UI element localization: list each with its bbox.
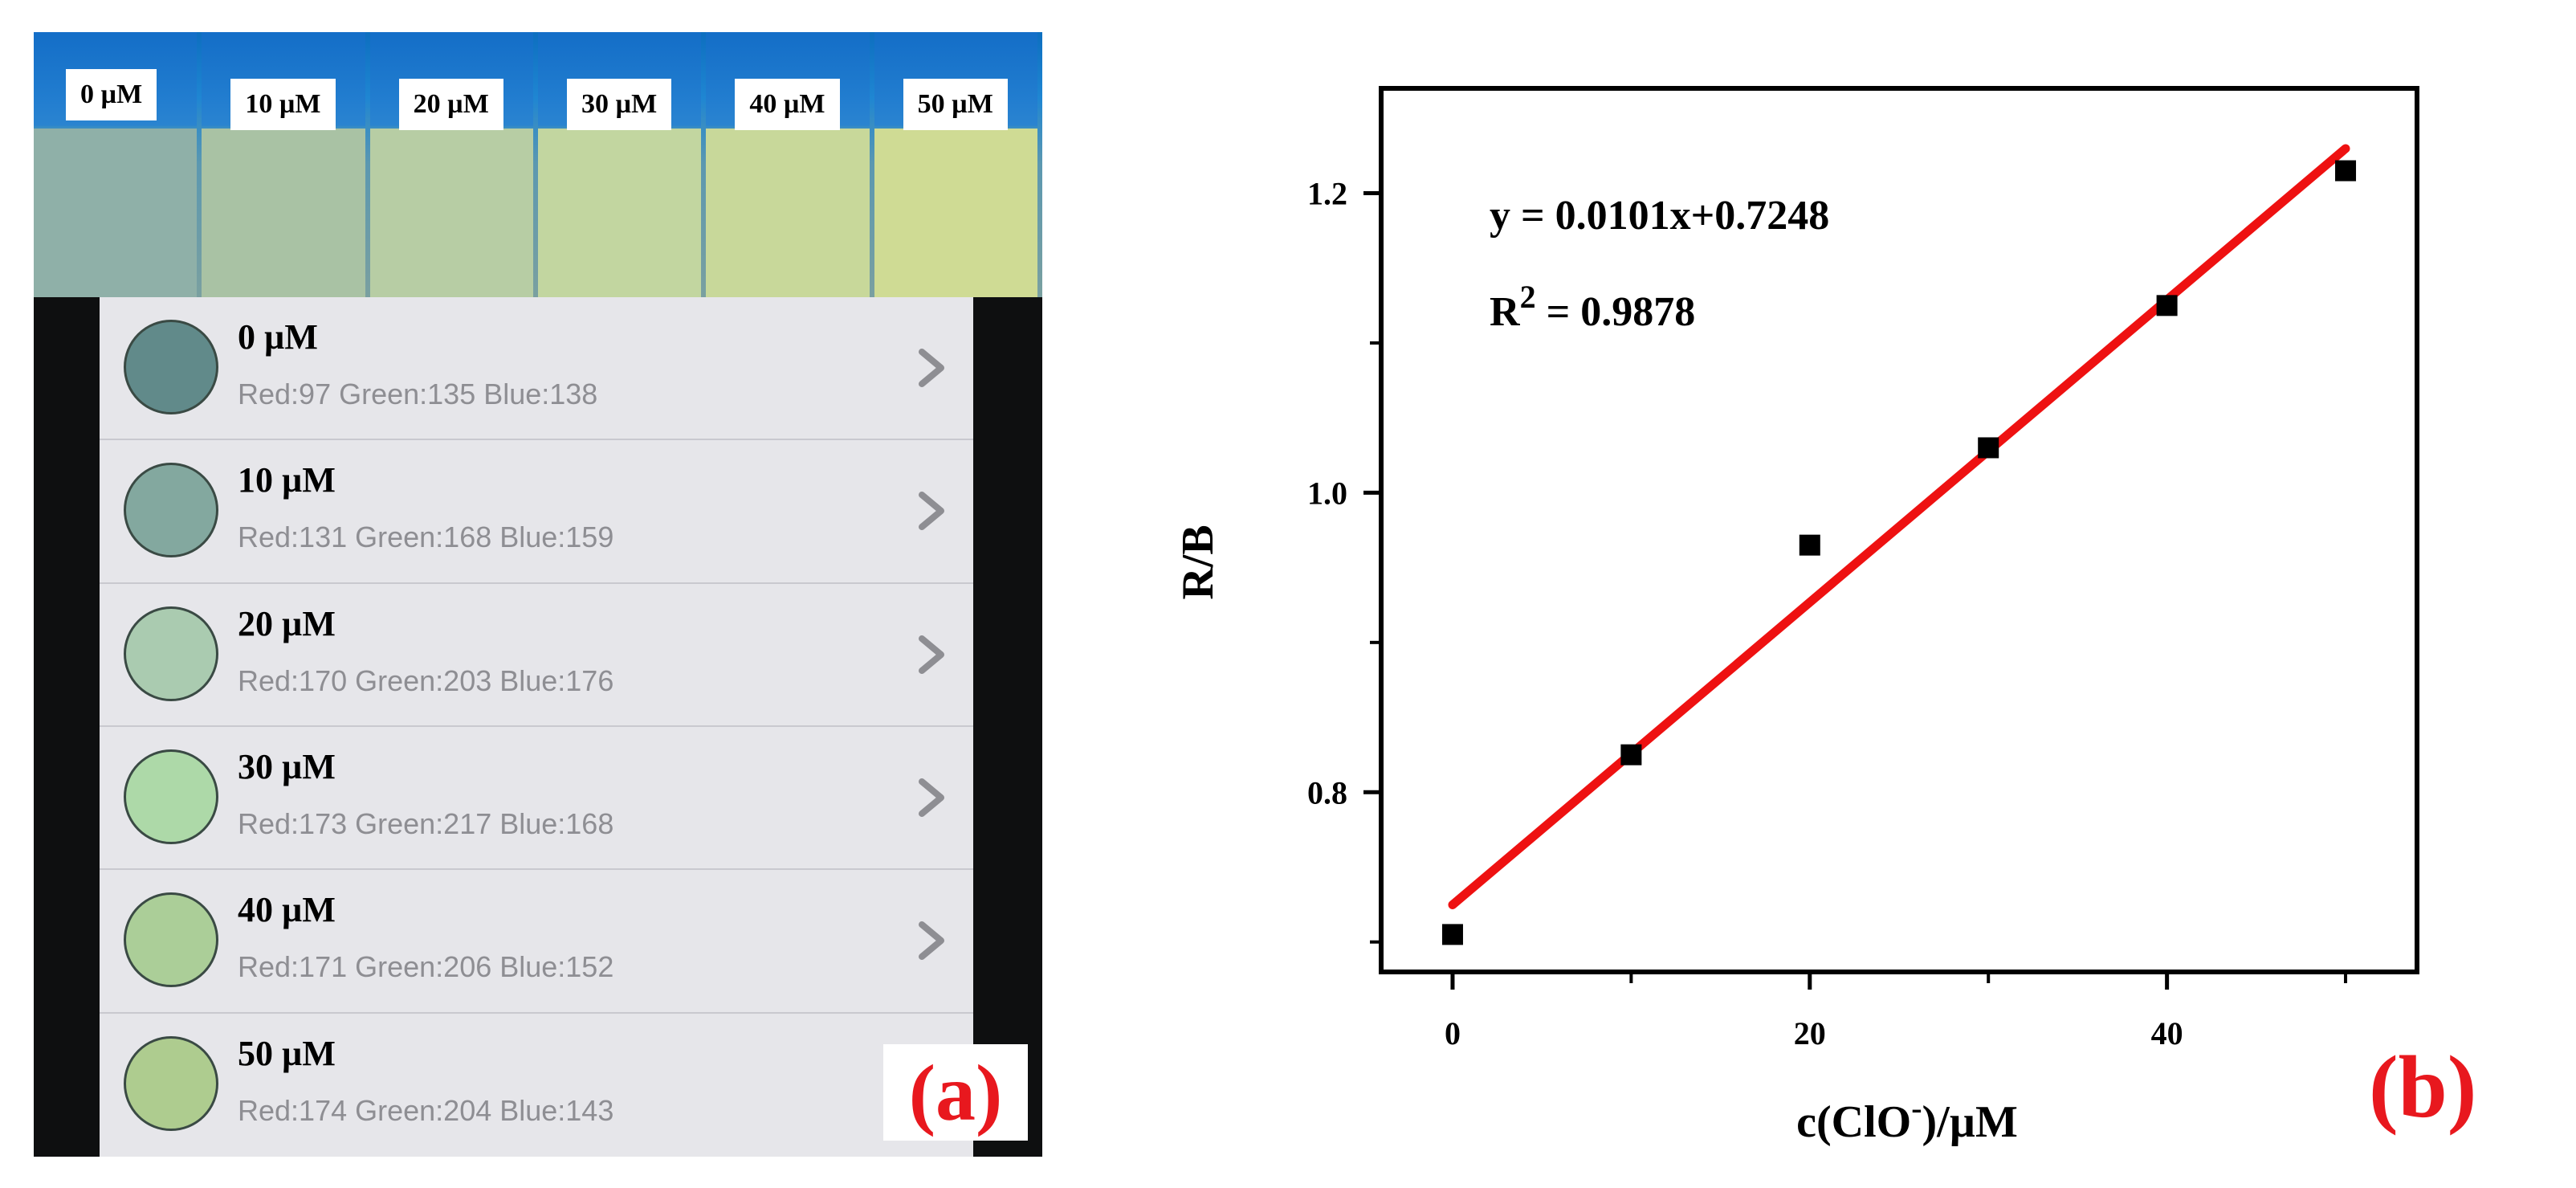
list-item[interactable]: 50 µM Red:174 Green:204 Blue:143 [100, 1014, 973, 1157]
fit-equation: y = 0.0101x+0.7248 [1490, 193, 1829, 239]
vial: 30 µM [538, 32, 702, 297]
fit-line-group [1448, 144, 2350, 909]
x-tick-label: 40 [2151, 1015, 2183, 1051]
vial-label: 50 µM [903, 79, 1008, 130]
vial: 0 µM [34, 32, 198, 297]
rgb-values: Red:170 Green:203 Blue:176 [238, 663, 614, 697]
concentration-label: 0 µM [238, 317, 318, 357]
list-item[interactable]: 40 µM Red:171 Green:206 Blue:152 [100, 870, 973, 1014]
vial: 40 µM [706, 32, 870, 297]
chevron-right-icon[interactable] [917, 921, 946, 961]
vial-label: 0 µM [66, 69, 157, 120]
data-point [1978, 437, 1999, 459]
chevron-right-icon[interactable] [917, 778, 946, 817]
chevron-right-icon[interactable] [917, 349, 946, 387]
color-swatch [124, 463, 218, 558]
vial-label: 10 µM [230, 79, 336, 130]
rgb-values: Red:131 Green:168 Blue:159 [238, 521, 614, 554]
rgb-values: Red:174 Green:204 Blue:143 [238, 1093, 614, 1127]
vial-label: 40 µM [735, 79, 840, 130]
y-axis-label: R/B [1173, 525, 1223, 599]
color-reader-app: 0 µM Red:97 Green:135 Blue:138 10 µM Red:13… [34, 297, 1042, 1157]
chart-ticks: 0 20 40 0.8 1.0 1.2 [1307, 176, 2348, 1051]
panel-label-a: (a) [883, 1044, 1028, 1141]
r-squared-prefix: R [1490, 289, 1521, 335]
data-point [2156, 295, 2178, 316]
vial-label: 20 µM [398, 79, 503, 130]
rgb-values: Red:173 Green:217 Blue:168 [238, 807, 614, 840]
rgb-values: Red:171 Green:206 Blue:152 [238, 950, 614, 984]
color-swatch [124, 1035, 218, 1131]
y-tick-label: 1.2 [1307, 176, 1347, 212]
fit-line [1448, 144, 2350, 909]
vial-label: 30 µM [567, 79, 672, 130]
chevron-right-icon[interactable] [917, 492, 946, 531]
x-tick-label: 20 [1794, 1015, 1826, 1051]
x-axis-label-main: c(ClO [1796, 1097, 1911, 1147]
chart-axes [1379, 86, 2419, 974]
r-squared: R2 = 0.9878 [1490, 279, 1695, 335]
vial-glass [202, 32, 365, 297]
color-list: 0 µM Red:97 Green:135 Blue:138 10 µM Red:13… [100, 297, 973, 1157]
panel-a: 0 µM 10 µM 20 µM 30 µM 40 µM 50 µM 0 µM Red:97… [34, 32, 1042, 1157]
r-squared-value: = 0.9878 [1536, 289, 1696, 335]
chevron-right-icon[interactable] [917, 635, 946, 674]
list-item[interactable]: 0 µM Red:97 Green:135 Blue:138 [100, 297, 973, 441]
x-axis-label: c(ClO-)/µM [1796, 1090, 2018, 1147]
vial-glass [538, 32, 702, 297]
vial-glass [369, 32, 533, 297]
y-tick-label: 1.0 [1307, 475, 1347, 511]
r-squared-sup: 2 [1520, 279, 1536, 315]
y-tick-label: 0.8 [1307, 774, 1347, 810]
rgb-values: Red:97 Green:135 Blue:138 [238, 378, 598, 410]
panel-label-b: (b) [2369, 1038, 2477, 1136]
concentration-label: 30 µM [238, 747, 336, 786]
vial: 10 µM [202, 32, 365, 297]
data-point [1799, 534, 1820, 556]
color-swatch [124, 606, 218, 701]
x-axis-label-sup: - [1911, 1090, 1922, 1126]
vial-glass [706, 32, 870, 297]
concentration-label: 20 µM [238, 603, 336, 643]
concentration-label: 40 µM [238, 890, 336, 930]
data-points [1441, 160, 2357, 945]
concentration-label: 50 µM [238, 1033, 336, 1073]
plot-frame [1379, 86, 2419, 974]
color-swatch [124, 749, 218, 844]
vial: 20 µM [369, 32, 533, 297]
list-item[interactable]: 10 µM Red:131 Green:168 Blue:159 [100, 440, 973, 584]
vial-glass [874, 32, 1037, 297]
vial-photo: 0 µM 10 µM 20 µM 30 µM 40 µM 50 µM [34, 32, 1042, 297]
concentration-label: 10 µM [238, 460, 336, 500]
x-tick-label: 0 [1445, 1015, 1461, 1051]
color-swatch [124, 892, 218, 988]
list-item[interactable]: 30 µM Red:173 Green:217 Blue:168 [100, 727, 973, 871]
color-swatch [124, 320, 218, 414]
vial: 50 µM [874, 32, 1037, 297]
data-point [1620, 744, 1642, 765]
list-item[interactable]: 20 µM Red:170 Green:203 Blue:176 [100, 584, 973, 727]
data-point [2335, 160, 2357, 182]
x-axis-label-suffix: )/µM [1922, 1097, 2018, 1147]
calibration-chart: 0 20 40 0.8 1.0 1.2 y = 0.0101x+0.7248 R2 = 0… [1173, 86, 2419, 1147]
data-point [1441, 924, 1463, 945]
